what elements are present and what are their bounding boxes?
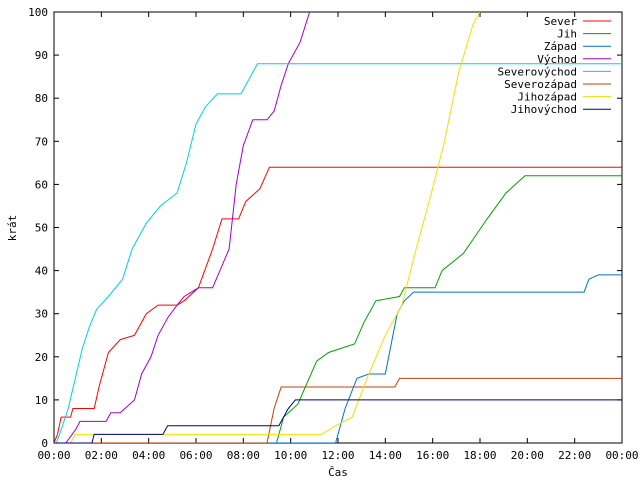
legend-label: Jihovýchod <box>511 103 577 116</box>
series-line-0 <box>54 166 622 443</box>
x-tick-label: 00:00 <box>37 449 70 462</box>
y-tick-label: 60 <box>35 178 48 191</box>
y-tick-label: 90 <box>35 49 48 62</box>
series-line-4 <box>54 63 622 443</box>
legend-label: Severovýchod <box>498 65 577 78</box>
y-tick-label: 100 <box>28 6 48 19</box>
legend-label: Východ <box>537 53 577 66</box>
legend-label: Jih <box>557 28 577 41</box>
legend-label: Severozápad <box>504 78 577 91</box>
y-tick-label: 70 <box>35 135 48 148</box>
series-line-2 <box>54 274 622 443</box>
x-tick-label: 22:00 <box>558 449 591 462</box>
y-tick-label: 40 <box>35 265 48 278</box>
x-tick-label: 10:00 <box>274 449 307 462</box>
series-line-6 <box>54 12 481 443</box>
x-tick-label: 14:00 <box>369 449 402 462</box>
x-axis-label: Čas <box>328 466 348 479</box>
x-tick-label: 06:00 <box>179 449 212 462</box>
x-tick-label: 18:00 <box>463 449 496 462</box>
x-tick-label: 08:00 <box>227 449 260 462</box>
legend: SeverJihZápadVýchodSeverovýchodSeverozáp… <box>498 15 611 116</box>
x-tick-label: 20:00 <box>511 449 544 462</box>
legend-label: Sever <box>544 15 577 28</box>
legend-label: Jihozápad <box>517 91 577 104</box>
series-line-5 <box>54 377 622 443</box>
legend-label: Západ <box>544 40 577 53</box>
y-tick-label: 50 <box>35 222 48 235</box>
y-tick-label: 20 <box>35 351 48 364</box>
series-line-1 <box>54 175 622 443</box>
y-tick-label: 30 <box>35 308 48 321</box>
series-line-7 <box>54 399 622 443</box>
y-tick-label: 80 <box>35 92 48 105</box>
x-axis: 00:00 02:00 04:00 06:00 08:00 10:00 12:00 14:00… <box>37 12 639 462</box>
y-axis-label: krát <box>6 215 19 242</box>
x-tick-label: 16:00 <box>416 449 449 462</box>
y-tick-label: 0 <box>41 437 48 450</box>
x-tick-label: 12:00 <box>321 449 354 462</box>
y-tick-label: 10 <box>35 394 48 407</box>
x-tick-label: 02:00 <box>85 449 118 462</box>
series-lines <box>54 12 622 443</box>
y-axis: 0 10 20 30 40 50 60 70 80 90 100 <box>28 6 622 450</box>
x-tick-label: 00:00 <box>605 449 638 462</box>
series-line-3 <box>54 12 311 443</box>
x-tick-label: 04:00 <box>132 449 165 462</box>
